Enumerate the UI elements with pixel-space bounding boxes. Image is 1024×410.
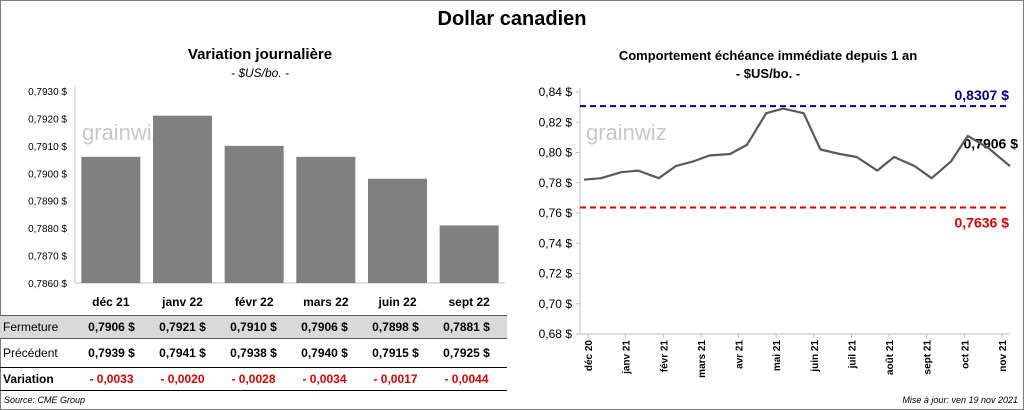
bar xyxy=(153,115,212,283)
bar xyxy=(81,156,141,283)
y-tick-label: 0,74 $ xyxy=(539,236,573,250)
variation-value: - 0,0044 xyxy=(444,372,489,386)
previous-value: 0,7941 $ xyxy=(159,346,206,360)
x-tick-label: déc 21 xyxy=(92,295,130,309)
y-tick-label: 0,76 $ xyxy=(539,206,573,220)
x-tick-label: mars 22 xyxy=(303,295,349,309)
y-tick-label: 0,78 $ xyxy=(539,176,573,190)
x-tick-label: avr 21 xyxy=(735,340,746,369)
close-value: 0,7906 $ xyxy=(301,320,348,334)
variation-value: - 0,0017 xyxy=(373,372,418,386)
table-row-previous: Précédent 0,7939 $ 0,7941 $ 0,7938 $ 0,7… xyxy=(0,341,507,365)
close-value: 0,7906 $ xyxy=(88,320,135,334)
previous-value: 0,7915 $ xyxy=(372,346,419,360)
x-tick-label: nov 21 xyxy=(998,340,1009,372)
bar-chart-subtitle: - $US/bo. - xyxy=(230,66,290,80)
y-tick-label: 0,84 $ xyxy=(539,85,573,99)
page-title: Dollar canadien xyxy=(437,8,587,30)
y-tick-label: 0,72 $ xyxy=(539,267,573,281)
watermark-text: grainwiz xyxy=(82,120,163,145)
variation-value: - 0,0020 xyxy=(160,372,205,386)
bar xyxy=(296,156,356,283)
x-tick-label: juin 22 xyxy=(377,295,416,309)
y-tick-label: 0,7920 $ xyxy=(28,114,67,125)
y-tick-label: 0,7870 $ xyxy=(28,252,67,263)
x-tick-label: janv 21 xyxy=(622,340,633,375)
x-tick-label: juil 21 xyxy=(847,340,858,370)
previous-value: 0,7939 $ xyxy=(88,346,135,360)
bar xyxy=(439,225,499,283)
y-tick-label: 0,7890 $ xyxy=(28,197,67,208)
x-tick-label: juin 21 xyxy=(810,340,821,373)
close-value: 0,7910 $ xyxy=(230,320,277,334)
y-tick-label: 0,82 $ xyxy=(539,115,573,129)
row-label-close: Fermeture xyxy=(3,320,59,334)
previous-value: 0,7940 $ xyxy=(301,346,348,360)
x-tick-label: mars 21 xyxy=(697,340,708,378)
x-tick-label: févr 22 xyxy=(235,295,274,309)
close-value: 0,7898 $ xyxy=(372,320,419,334)
bar-chart-title: Variation journalière xyxy=(187,46,333,63)
previous-value: 0,7938 $ xyxy=(230,346,277,360)
x-tick-label: janv 22 xyxy=(161,295,203,309)
x-tick-label: mai 21 xyxy=(772,340,783,372)
bar xyxy=(368,178,427,283)
close-value: 0,7881 $ xyxy=(443,320,490,334)
x-tick-label: sept 22 xyxy=(448,295,490,309)
table-row-close: Fermeture 0,7906 $ 0,7921 $ 0,7910 $ 0,7… xyxy=(0,315,507,339)
y-tick-label: 0,7930 $ xyxy=(28,87,67,98)
bar-chart: grainwiz 0,7930 $ 0,7920 $ 0,7910 $ 0,7900 $… xyxy=(28,87,505,309)
variation-value: - 0,0028 xyxy=(231,372,276,386)
row-label-previous: Précédent xyxy=(3,346,58,360)
source-note: Source: CME Group xyxy=(4,395,86,405)
x-tick-label: sept 21 xyxy=(923,340,934,375)
x-tick-label: oct 21 xyxy=(960,340,971,369)
bar xyxy=(224,145,284,283)
x-tick-label: août 21 xyxy=(885,340,896,375)
y-tick-label: 0,80 $ xyxy=(539,146,573,160)
low-value-label: 0,7636 $ xyxy=(955,215,1010,231)
table-row-variation: Variation - 0,0033 - 0,0020 - 0,0028 - 0… xyxy=(0,367,507,391)
x-tick-label: déc 20 xyxy=(584,340,595,372)
y-tick-label: 0,7910 $ xyxy=(28,142,67,153)
y-tick-label: 0,7880 $ xyxy=(28,224,67,235)
close-value: 0,7921 $ xyxy=(159,320,206,334)
previous-value: 0,7925 $ xyxy=(443,346,490,360)
line-chart-title: Comportement échéance immédiate depuis 1… xyxy=(618,48,918,63)
y-tick-label: 0,68 $ xyxy=(539,327,573,341)
last-value-label: 0,7906 $ xyxy=(964,136,1019,152)
high-value-label: 0,8307 $ xyxy=(955,87,1010,103)
row-label-variation: Variation xyxy=(3,372,54,386)
y-tick-label: 0,70 $ xyxy=(539,297,573,311)
variation-value: - 0,0033 xyxy=(89,372,134,386)
watermark-text: grainwiz xyxy=(586,120,667,145)
price-series-line xyxy=(583,107,1011,181)
y-tick-label: 0,7860 $ xyxy=(28,279,67,290)
line-chart: grainwiz 0,84 $ 0,82 $ 0,80 $ 0,78 $ 0,76 $ 0,… xyxy=(539,85,1019,378)
x-tick-label: févr 21 xyxy=(659,340,670,373)
update-note: Mise à jour: ven 19 nov 2021 xyxy=(902,395,1018,405)
variation-value: - 0,0034 xyxy=(302,372,347,386)
y-tick-label: 0,7900 $ xyxy=(28,169,67,180)
line-chart-subtitle: - $US/bo. - xyxy=(735,66,801,81)
